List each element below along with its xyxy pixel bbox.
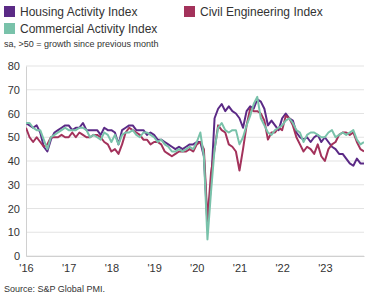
x-tick: '19 — [147, 256, 161, 274]
x-tick-label: '19 — [147, 262, 161, 274]
y-axis: 0 10 20 30 40 50 60 70 80 — [8, 60, 27, 262]
chart: Housing Activity Index Civil Engineering … — [0, 0, 370, 300]
y-tick-label: 80 — [8, 60, 20, 72]
x-axis-line — [27, 256, 365, 257]
legend-swatch — [4, 23, 15, 34]
x-tick: '21 — [233, 256, 247, 274]
series-group — [26, 97, 364, 240]
y-tick: 0 — [14, 250, 26, 262]
grid-line — [26, 113, 364, 114]
y-tick-label: 50 — [8, 131, 20, 143]
grid-line — [26, 66, 364, 67]
grid-line — [26, 161, 364, 162]
y-tick: 70 — [8, 84, 26, 96]
x-tick-label: '18 — [105, 262, 119, 274]
y-tick: 50 — [8, 131, 26, 143]
legend-item: Civil Engineering Index — [184, 5, 323, 19]
series-line — [26, 99, 364, 225]
legend-item: Commercial Activity Index — [4, 22, 157, 36]
grid-line — [26, 184, 364, 185]
y-tick-label: 60 — [8, 108, 20, 120]
series-line — [26, 109, 364, 221]
legend-swatch — [4, 6, 15, 17]
y-tick-label: 10 — [8, 226, 20, 238]
y-tick: 60 — [8, 108, 26, 120]
x-axis: '16 '17 '18 '19 '20 '21 '22 '23 — [19, 256, 364, 274]
x-tick-label: '16 — [19, 262, 33, 274]
x-tick: '18 — [105, 256, 119, 274]
x-tick-label: '23 — [318, 262, 332, 274]
x-tick: '16 — [19, 256, 33, 274]
grid-line — [26, 89, 364, 90]
x-tick: '17 — [62, 256, 76, 274]
x-tick-label: '22 — [275, 262, 289, 274]
legend-swatch — [184, 6, 195, 17]
legend-label: Civil Engineering Index — [200, 5, 323, 19]
x-tick-label: '21 — [233, 262, 247, 274]
x-tick-label: '17 — [62, 262, 76, 274]
y-tick: 10 — [8, 226, 26, 238]
grid-line — [26, 232, 364, 233]
subtitle: sa, >50 = growth since previous month — [4, 39, 159, 49]
series-line — [26, 97, 364, 240]
grid-line — [26, 208, 364, 209]
y-tick: 80 — [8, 60, 26, 72]
grid-line — [26, 256, 364, 257]
y-tick-label: 0 — [14, 250, 20, 262]
legend-item: Housing Activity Index — [4, 5, 137, 19]
y-tick: 40 — [8, 155, 26, 167]
x-tick: '23 — [318, 256, 332, 274]
legend: Housing Activity Index Civil Engineering … — [4, 5, 323, 36]
y-tick-label: 40 — [8, 155, 20, 167]
plot: 0 10 20 30 40 50 60 70 80 '16 '17 '18 '19 '20 '21 '22 '2… — [8, 60, 365, 274]
grid — [26, 66, 364, 256]
y-tick: 30 — [8, 179, 26, 191]
legend-label: Commercial Activity Index — [20, 22, 157, 36]
x-tick: '22 — [275, 256, 289, 274]
y-tick-label: 20 — [8, 203, 20, 215]
y-tick-label: 70 — [8, 84, 20, 96]
y-tick: 20 — [8, 203, 26, 215]
y-axis-line — [26, 67, 27, 257]
legend-label: Housing Activity Index — [20, 5, 137, 19]
x-tick-label: '20 — [190, 262, 204, 274]
y-tick-label: 30 — [8, 179, 20, 191]
source: Source: S&P Global PMI. — [4, 284, 105, 294]
x-tick: '20 — [190, 256, 204, 274]
